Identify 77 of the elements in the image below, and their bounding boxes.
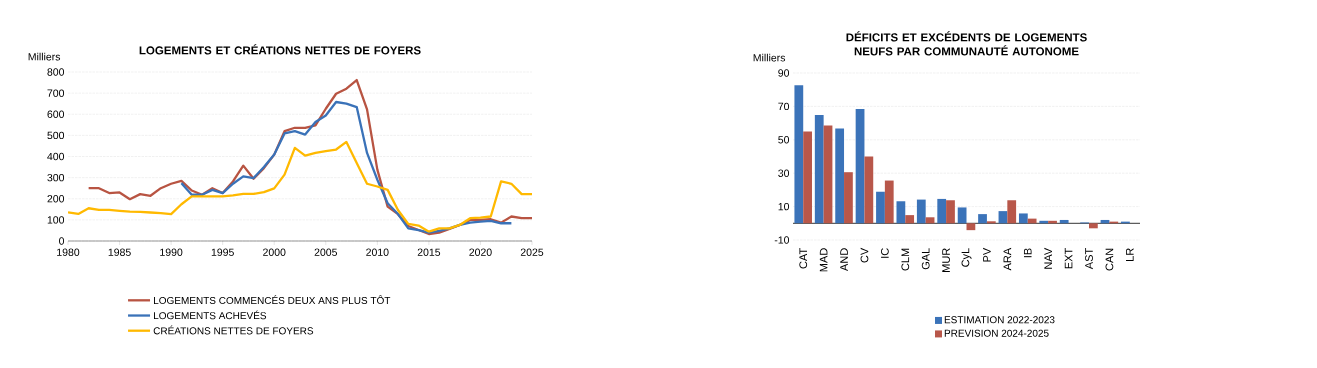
bar (794, 85, 804, 224)
chart-title: DÉFICITS ET EXCÉDENTS DE LOGEMENTS NEUFS PAR COMMUNAUTÉ AUTONOME (846, 31, 1087, 56)
y-tick-label: 90 (778, 69, 790, 77)
x-tick-label: 1990 (160, 248, 183, 256)
y-tick-label: 600 (47, 110, 65, 118)
bar (946, 200, 955, 224)
x-tick-label: IB (1023, 248, 1032, 258)
bar (855, 109, 865, 224)
x-tick-label: GAL (921, 248, 930, 270)
bar (986, 221, 996, 224)
x-tick-label: 2015 (417, 248, 441, 256)
x-tick-label: IC (880, 248, 889, 258)
x-tick-label: 1985 (108, 248, 131, 256)
y-tick-label: 70 (778, 102, 790, 111)
bar (803, 131, 812, 224)
x-tick-label: 1995 (211, 248, 234, 256)
x-tick-label: MAD (819, 248, 828, 272)
bar (864, 156, 874, 224)
bar (1088, 223, 1098, 229)
y-tick-label: 100 (47, 216, 65, 224)
y-tick-label: 300 (47, 173, 65, 182)
bar (998, 211, 1008, 224)
x-tick-label: NAV (1044, 247, 1052, 269)
bar (884, 180, 894, 224)
line-series (180, 100, 513, 234)
x-tick-label: CyL (961, 248, 972, 267)
legend-label: PREVISION 2024-2025 (944, 329, 1049, 337)
bar (1007, 200, 1017, 224)
x-tick-label: CV (860, 247, 869, 263)
y-tick-label: 0 (59, 237, 65, 245)
x-tick-label: CLM (901, 248, 910, 271)
y-axis-title: Milliers (753, 53, 786, 62)
bar (925, 217, 935, 224)
legend-label: LOGEMENTS COMMENCÉS DEUX ANS PLUS TÔT (154, 295, 391, 305)
bar (814, 114, 824, 224)
bar (823, 125, 833, 224)
x-tick-label: EXT (1064, 248, 1073, 269)
x-tick-label: AND (840, 248, 848, 272)
bar (844, 172, 853, 224)
y-tick-label: -10 (774, 236, 790, 244)
bar (1018, 213, 1028, 224)
x-tick-label: MUR (942, 248, 950, 272)
bar (966, 223, 976, 231)
x-tick-label: 2000 (263, 248, 286, 256)
y-tick-label: 200 (47, 195, 65, 203)
y-tick-label: 800 (47, 68, 65, 76)
x-tick-label: 2025 (520, 248, 544, 256)
x-tick-label: LR (1126, 248, 1134, 261)
bar (978, 214, 987, 224)
x-tick-label: 2020 (469, 248, 492, 256)
y-tick-label: 700 (47, 89, 65, 97)
y-tick-label: 50 (778, 136, 790, 144)
y-axis-title: Milliers (28, 52, 61, 61)
bar (916, 199, 926, 224)
bar (835, 128, 845, 224)
bar (937, 198, 947, 224)
x-tick-label: CAN (1105, 248, 1114, 271)
x-tick-label: CAT (799, 248, 808, 269)
x-tick-label: ARA (1003, 247, 1012, 271)
x-tick-label: AST (1085, 248, 1093, 270)
x-tick-label: PV (983, 247, 991, 262)
legend-label: CRÉATIONS NETTES DE FOYERS (153, 325, 314, 335)
y-tick-label: 500 (47, 131, 65, 140)
bar (1059, 219, 1069, 224)
legend-label: ESTIMATION 2022-2023 (944, 316, 1055, 324)
bar (905, 215, 915, 224)
chart-title: LOGEMENTS ET CRÉATIONS NETTES DE FOYERS (139, 44, 421, 55)
x-tick-label: 2005 (314, 248, 338, 256)
x-tick-label: 1980 (57, 248, 80, 256)
bar (876, 191, 885, 224)
bar (957, 207, 967, 224)
legend-label: LOGEMENTS ACHEVÉS (154, 310, 267, 320)
y-tick-label: 30 (778, 169, 790, 177)
bar (896, 201, 906, 224)
y-tick-label: 400 (47, 152, 65, 161)
y-tick-label: 10 (778, 202, 790, 211)
x-tick-label: 2010 (366, 248, 389, 256)
